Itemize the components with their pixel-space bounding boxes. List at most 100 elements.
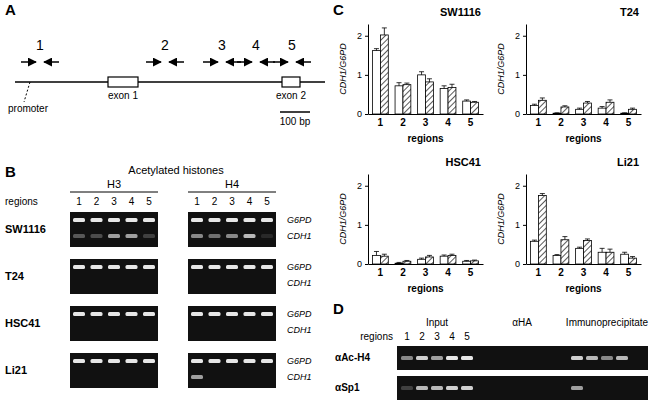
gel-band (261, 265, 273, 269)
gel-band (126, 328, 138, 332)
y-tick-label: 1 (515, 70, 520, 80)
gel-band (91, 265, 103, 269)
y-axis-title: CDH1/G6PD (496, 43, 506, 95)
y-tick: 1 (515, 70, 526, 80)
lane-number: 2 (419, 331, 425, 342)
x-axis: 12345 (527, 114, 642, 128)
y-tick: 0 (515, 259, 526, 269)
lane-number: 1 (76, 196, 82, 207)
gel-band (261, 375, 273, 379)
x-axis-line (369, 114, 484, 115)
lane-number: 3 (111, 196, 117, 207)
gel-band (108, 234, 120, 238)
gel-band (73, 265, 85, 269)
primer-arrow (146, 61, 161, 63)
gel-panel-b: Acetylated histonesH312345H412345regions… (5, 164, 312, 388)
error-bar (622, 252, 627, 254)
x-tick: 5 (626, 114, 632, 128)
gel-band (486, 386, 498, 390)
y-axis: 012 (357, 175, 369, 270)
x-axis-title: regions (407, 133, 444, 144)
scale-bar (280, 111, 310, 113)
error-bar (404, 260, 409, 262)
gel-band (191, 265, 203, 269)
gel-band (209, 375, 221, 379)
error-bar-cap (622, 112, 627, 113)
x-axis-title: regions (565, 133, 602, 144)
error-bar (600, 248, 605, 252)
error-bar-cap (419, 71, 424, 72)
y-tick: 2 (515, 181, 526, 191)
x-tick: 3 (423, 114, 429, 128)
x-tick-label: 2 (400, 267, 406, 278)
exon-label: exon 1 (108, 90, 138, 101)
gel-band (261, 312, 273, 316)
error-bar (540, 194, 545, 196)
chart-title: SW1116 (440, 6, 481, 18)
error-bar (562, 237, 567, 240)
scale-bar-label: 100 bp (280, 116, 311, 127)
lane-number: 2 (94, 196, 100, 207)
error-bar-cap (464, 260, 469, 261)
x-tick-label: 5 (468, 117, 474, 128)
bar (373, 51, 381, 114)
x-tick: 4 (603, 114, 609, 128)
band-label: CDH1 (287, 231, 312, 241)
gel-band (91, 234, 103, 238)
y-tick: 0 (357, 259, 368, 269)
y-tick-mark (365, 36, 368, 37)
y-tick-label: 0 (515, 109, 520, 119)
x-axis-line (369, 264, 484, 265)
gel-band (143, 265, 155, 269)
error-bar (532, 240, 537, 241)
gel-band (91, 312, 103, 316)
gel-band (546, 356, 558, 360)
gel-band (108, 265, 120, 269)
bar (373, 255, 381, 264)
error-bar (577, 108, 582, 109)
gel-band (631, 356, 643, 360)
gel-band (108, 375, 120, 379)
y-axis-title: CDH1/G6PD (496, 193, 506, 245)
bar (463, 101, 471, 114)
y-axis-line (368, 175, 369, 265)
error-bar-cap (555, 112, 560, 113)
bar (395, 86, 403, 114)
error-bar (374, 49, 379, 51)
gel-band (244, 234, 256, 238)
gel-band (244, 312, 256, 316)
error-bar-cap (622, 252, 627, 253)
gel-band (431, 356, 443, 360)
gel-band (501, 386, 513, 390)
gel-band (486, 356, 498, 360)
gel-band (108, 281, 120, 285)
error-bar-cap (607, 249, 612, 250)
error-bar-cap (540, 193, 545, 194)
gel-band (91, 375, 103, 379)
bar (629, 109, 637, 114)
error-bar-cap (397, 262, 402, 263)
lane-number: 5 (264, 196, 270, 207)
error-bar-cap (472, 101, 477, 102)
gel-background (70, 212, 158, 247)
gel-band (143, 281, 155, 285)
gel-band (191, 359, 203, 363)
gel-band (73, 328, 85, 332)
x-axis-line (527, 264, 642, 265)
gel-band (191, 328, 203, 332)
bar (606, 102, 614, 114)
bar (380, 256, 388, 264)
x-tick: 4 (603, 264, 609, 278)
x-axis-title: regions (407, 283, 444, 294)
error-bar-cap (562, 105, 567, 106)
gel-band (431, 386, 443, 390)
gel-band (601, 356, 613, 360)
primer-arrow (44, 61, 59, 63)
group-label: αHA (512, 317, 532, 328)
gel-band (571, 386, 583, 390)
bar (403, 261, 411, 264)
gel-band (531, 356, 543, 360)
x-tick: 4 (445, 264, 451, 278)
cell-line-label: HSC41 (5, 317, 40, 329)
band-label: G6PD (287, 356, 312, 366)
